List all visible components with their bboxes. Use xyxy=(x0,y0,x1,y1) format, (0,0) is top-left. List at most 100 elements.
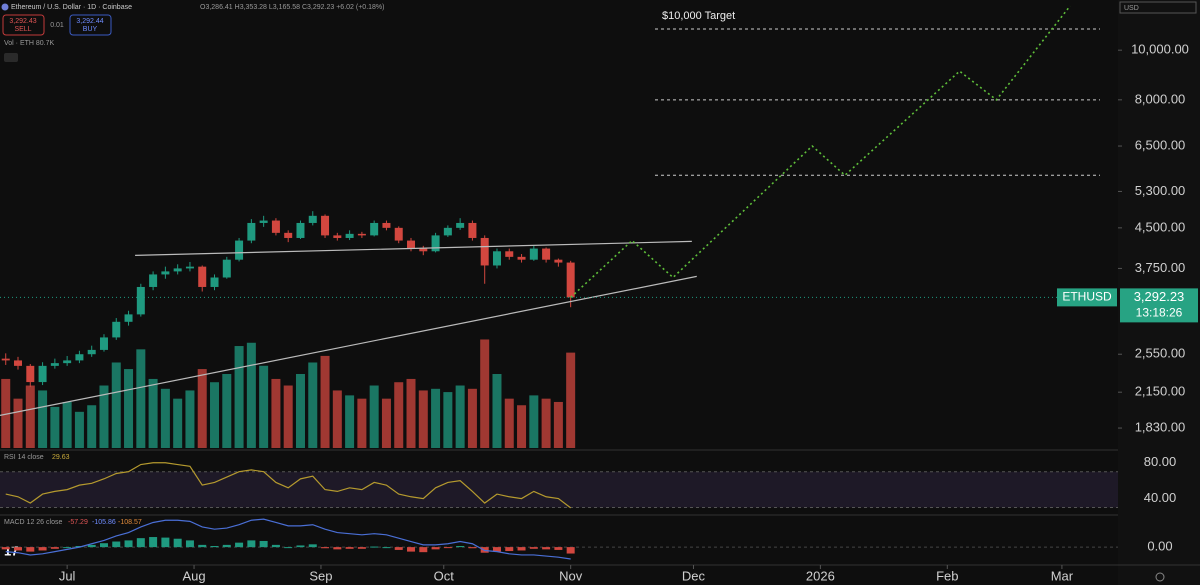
x-tick-label: Jul xyxy=(59,568,76,583)
candle-body xyxy=(492,251,501,266)
macd-histogram xyxy=(247,540,256,548)
candle-body xyxy=(431,235,440,252)
volume-bar xyxy=(381,398,391,448)
candle-body xyxy=(394,227,403,241)
volume-bar xyxy=(50,406,60,448)
macd-histogram xyxy=(419,547,428,553)
macd-tick-label: 0.00 xyxy=(1147,539,1172,554)
candle-body xyxy=(456,222,465,228)
currency-box[interactable] xyxy=(1119,1,1197,14)
macd-histogram xyxy=(271,544,280,548)
candle-body xyxy=(443,227,452,236)
macd-histogram xyxy=(529,547,538,549)
collapse-button[interactable] xyxy=(4,53,18,62)
candle-body xyxy=(1,358,10,361)
macd-histogram xyxy=(321,547,330,549)
macd-histogram xyxy=(468,547,477,549)
macd-histogram xyxy=(235,542,244,548)
macd-histogram xyxy=(210,546,219,548)
candle-body xyxy=(173,268,182,272)
countdown: 13:18:26 xyxy=(1136,306,1183,320)
buy-label: BUY xyxy=(83,26,98,33)
volume-bar xyxy=(210,382,220,448)
macd-histogram xyxy=(38,547,47,551)
y-tick-label: 3,750.00 xyxy=(1135,260,1186,275)
candle-body xyxy=(407,240,416,249)
volume-bar xyxy=(136,349,146,448)
symbol-tag xyxy=(1057,288,1117,307)
volume-bar xyxy=(320,355,330,448)
volume-bar xyxy=(25,385,35,448)
candle-body xyxy=(333,235,342,238)
macd-histogram xyxy=(112,541,121,548)
volume-bar xyxy=(517,405,527,448)
sell-button[interactable] xyxy=(2,14,45,36)
ohlc-values: O3,286.41 H3,353.28 L3,165.58 C3,292.23 … xyxy=(200,4,384,11)
sell-price: 3,292.43 xyxy=(9,18,36,25)
volume-bar xyxy=(74,411,84,448)
candle-body xyxy=(554,259,563,263)
trendline xyxy=(135,240,692,256)
volume-bar xyxy=(418,390,428,448)
volume-bar xyxy=(455,385,465,448)
candle-body xyxy=(542,248,551,260)
macd-histogram xyxy=(259,540,268,548)
volume-bar xyxy=(246,342,256,448)
volume-bar xyxy=(62,401,72,448)
macd-histogram xyxy=(99,543,108,548)
volume-bar xyxy=(443,392,453,448)
macd-histogram xyxy=(357,547,366,549)
x-tick-label: Sep xyxy=(309,568,332,583)
volume-bar xyxy=(566,352,576,448)
volume-bar xyxy=(111,362,121,448)
candle-body xyxy=(99,337,108,350)
candle-body xyxy=(419,248,428,252)
settings-icon[interactable] xyxy=(1155,572,1165,582)
rsi-legend: RSI 14 close xyxy=(4,454,44,461)
candle-body xyxy=(50,363,59,366)
volume-bar xyxy=(406,378,416,448)
logo: 17 xyxy=(4,543,18,558)
volume-bar xyxy=(1,378,11,448)
y-tick-label: 4,500.00 xyxy=(1135,219,1186,234)
macd-histogram xyxy=(443,547,452,549)
candle-body xyxy=(185,266,194,269)
volume-bar xyxy=(295,374,305,448)
y-tick-label: 2,550.00 xyxy=(1135,346,1186,361)
candle-body xyxy=(271,220,280,233)
macd-legend: MACD 12 26 close xyxy=(4,519,62,526)
volume-bar xyxy=(234,346,244,448)
candle-body xyxy=(235,240,244,260)
volume-bar xyxy=(480,339,490,448)
symbol-icon xyxy=(1,3,9,11)
y-tick-label: 8,000.00 xyxy=(1135,91,1186,106)
x-tick-label: Oct xyxy=(434,568,455,583)
y-tick-label: 1,830.00 xyxy=(1135,419,1186,434)
volume-legend: Vol · ETH 80.7K xyxy=(4,40,55,47)
macd-histogram xyxy=(136,538,145,548)
rsi-band xyxy=(0,471,1118,508)
sell-label: SELL xyxy=(14,26,31,33)
symbol-tag-label: ETHUSD xyxy=(1062,290,1112,304)
macd-histogram xyxy=(198,544,207,548)
buy-price: 3,292.44 xyxy=(76,18,103,25)
buy-button[interactable] xyxy=(69,14,112,36)
candle-body xyxy=(210,277,219,287)
candle-body xyxy=(370,222,379,236)
x-tick-label: Feb xyxy=(936,568,958,583)
macd-histogram xyxy=(185,540,194,548)
candle-body xyxy=(75,354,84,361)
currency: USD xyxy=(1124,5,1139,12)
macd-value: -57.29 xyxy=(68,519,88,526)
volume-bar xyxy=(431,388,441,448)
macd-histogram xyxy=(492,547,501,552)
candle-body xyxy=(63,360,72,364)
macd-value: -108.57 xyxy=(118,519,142,526)
rsi-line xyxy=(5,462,572,509)
candle-body xyxy=(468,222,477,238)
macd-histogram xyxy=(431,547,440,550)
macd-histogram xyxy=(407,547,416,552)
candle-body xyxy=(382,222,391,228)
candle-body xyxy=(26,365,35,383)
